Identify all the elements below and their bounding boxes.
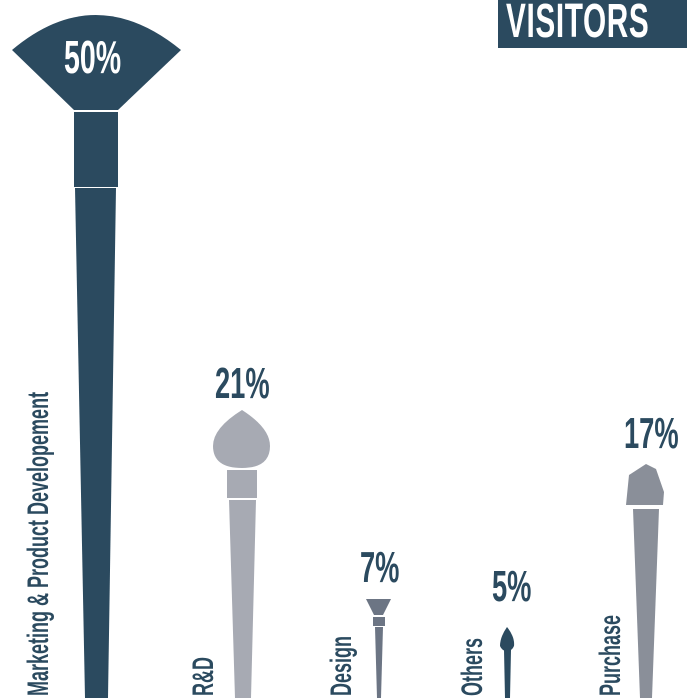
bar-marketing-head	[12, 15, 181, 110]
bar-design-ferrule	[373, 617, 385, 626]
value-label-others: 5%	[492, 562, 532, 611]
value-label-purchase: 17%	[624, 409, 679, 458]
bar-marketing-handle	[75, 188, 116, 698]
brush-design	[366, 599, 391, 698]
bar-rnd-ferrule	[227, 470, 257, 498]
brush-others	[500, 627, 515, 698]
category-label-rnd: R&D	[187, 657, 220, 696]
chart-title-box: VISITORS	[498, 0, 687, 48]
value-label-marketing: 50%	[64, 31, 122, 83]
bar-rnd-head	[213, 410, 270, 468]
value-label-rnd: 21%	[215, 359, 270, 408]
bar-purchase-head	[626, 464, 664, 505]
bar-design-handle	[375, 627, 383, 698]
value-label-design: 7%	[360, 543, 400, 592]
brush-purchase	[626, 464, 664, 698]
category-label-purchase: Purchase	[594, 614, 627, 696]
bar-purchase-handle	[633, 509, 659, 698]
bar-others-handle	[504, 650, 511, 698]
brush-marketing	[12, 15, 181, 698]
category-label-marketing: Marketing & Product Developement	[22, 391, 55, 696]
chart-title: VISITORS	[506, 0, 650, 48]
category-label-others: Others	[456, 637, 489, 696]
bar-others-head	[500, 627, 515, 651]
category-label-design: Design	[325, 635, 358, 696]
bar-rnd-handle	[229, 500, 256, 698]
bar-design-head	[366, 599, 391, 615]
bar-marketing-ferrule	[74, 112, 118, 187]
brush-rnd	[213, 410, 270, 698]
